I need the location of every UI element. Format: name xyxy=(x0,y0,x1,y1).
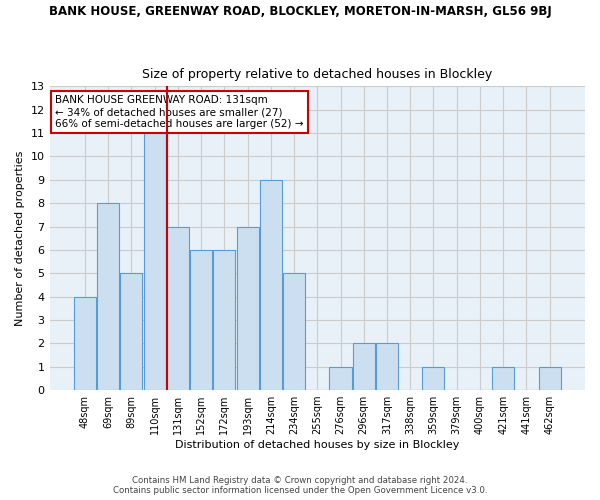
Bar xyxy=(422,366,445,390)
Text: BANK HOUSE, GREENWAY ROAD, BLOCKLEY, MORETON-IN-MARSH, GL56 9BJ: BANK HOUSE, GREENWAY ROAD, BLOCKLEY, MOR… xyxy=(49,5,551,18)
Bar xyxy=(121,274,142,390)
Bar xyxy=(97,203,119,390)
Bar xyxy=(353,344,375,390)
Bar xyxy=(74,296,96,390)
Bar xyxy=(539,366,560,390)
Bar xyxy=(492,366,514,390)
Bar xyxy=(167,226,189,390)
Bar xyxy=(283,274,305,390)
Text: Contains HM Land Registry data © Crown copyright and database right 2024.
Contai: Contains HM Land Registry data © Crown c… xyxy=(113,476,487,495)
Bar xyxy=(260,180,282,390)
Bar xyxy=(376,344,398,390)
Title: Size of property relative to detached houses in Blockley: Size of property relative to detached ho… xyxy=(142,68,493,81)
Text: BANK HOUSE GREENWAY ROAD: 131sqm
← 34% of detached houses are smaller (27)
66% o: BANK HOUSE GREENWAY ROAD: 131sqm ← 34% o… xyxy=(55,96,304,128)
Bar xyxy=(190,250,212,390)
Bar xyxy=(213,250,235,390)
Bar xyxy=(236,226,259,390)
Y-axis label: Number of detached properties: Number of detached properties xyxy=(15,150,25,326)
Bar xyxy=(143,133,166,390)
X-axis label: Distribution of detached houses by size in Blockley: Distribution of detached houses by size … xyxy=(175,440,460,450)
Bar xyxy=(329,366,352,390)
